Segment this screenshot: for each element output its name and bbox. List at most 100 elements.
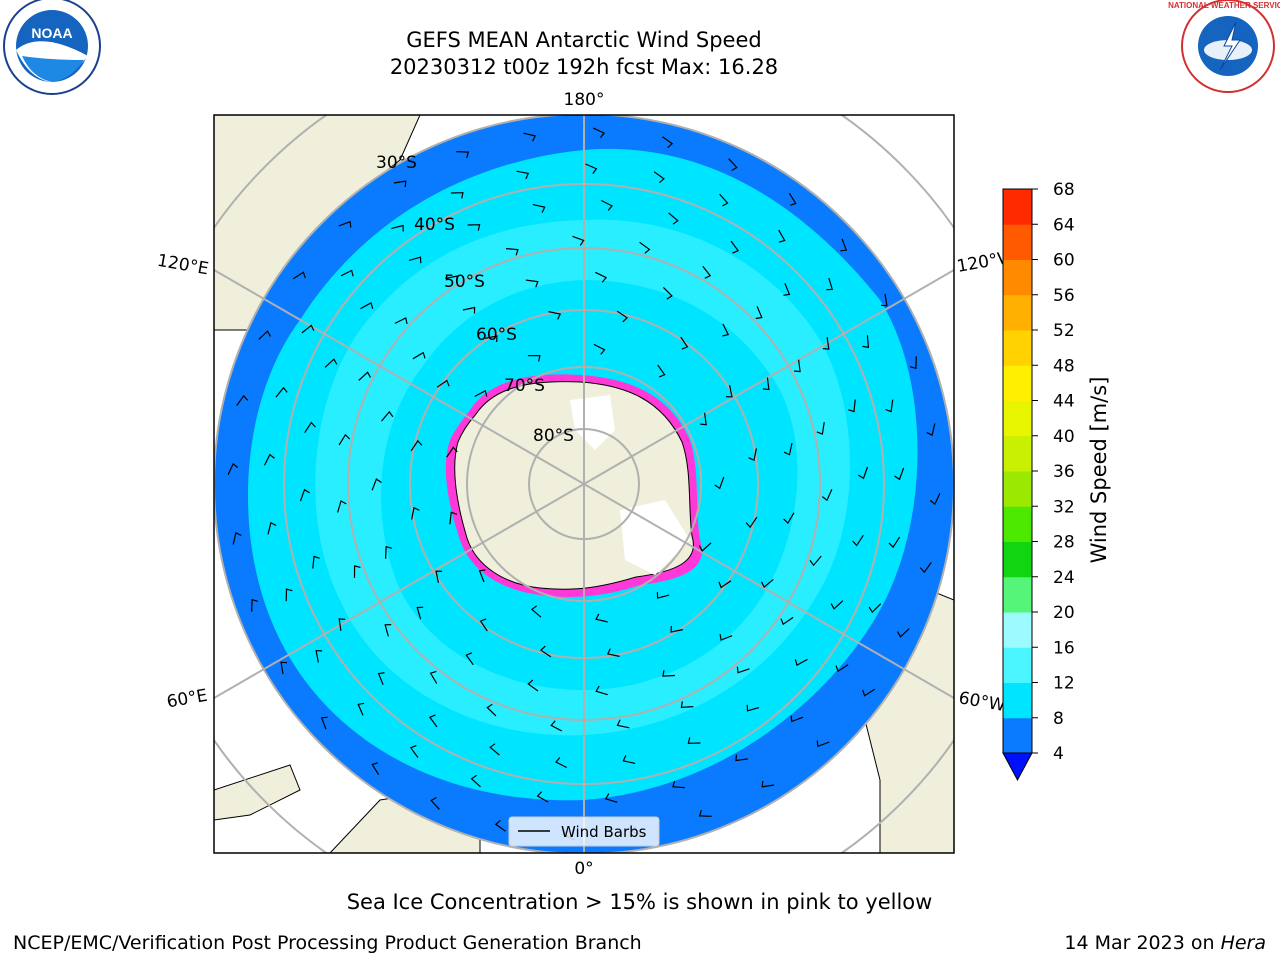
colorbar-tick-label: 36 [1053,462,1075,482]
wind-barb [714,476,725,490]
wind-barb [301,324,315,334]
wind-barb [926,423,936,437]
wind-barb [809,555,822,567]
wind-barb [572,235,585,246]
wind-barb [748,448,757,462]
wind-barb [430,796,440,810]
wind-barb [324,358,338,368]
wind-barb [470,774,481,788]
wind-barb [830,600,844,610]
wind-barb [662,670,675,677]
colorbar-segment [1003,682,1032,719]
footer-left: NCEP/EMC/Verification Post Processing Pr… [13,932,642,954]
wind-barb [826,277,834,291]
wind-barb [783,442,793,456]
wind-barb [592,127,606,139]
lat-label-50s: 50°S [444,272,485,292]
colorbar-segment [1003,541,1032,578]
wind-barb [822,337,830,350]
wind-barb [593,343,606,355]
wind-barb [548,311,562,320]
colorbar-under-arrow [1002,752,1033,782]
colorbar-tick-label: 56 [1053,286,1075,306]
wind-barb [848,399,856,413]
lat-label-40s: 40°S [414,215,455,235]
colorbar-tick-label: 24 [1053,568,1075,588]
lat-label-30s: 30°S [376,153,417,173]
wind-barb [267,521,277,535]
footer-host: Hera [1220,932,1266,954]
footer-right: 14 Mar 2023 on Hera [1064,932,1266,954]
wind-barb [816,740,830,748]
noaa-logo: NOAA [3,0,101,95]
wind-barb [275,386,288,398]
footer-date: 14 Mar 2023 on [1064,932,1221,954]
wind-barb [616,719,630,729]
wind-barb [280,661,288,675]
wind-barb [489,743,500,756]
wind-barb [435,570,443,583]
wind-barb [467,224,481,231]
wind-barb [894,467,905,481]
wind-barb [445,275,458,283]
wind-barb [478,569,486,583]
wind-barb [428,714,438,728]
colorbar-segment [1003,294,1032,331]
wind-barb [299,488,310,502]
weddell-ice-shelf [620,500,690,575]
colorbar-tick-label: 60 [1053,251,1075,271]
wind-barb [360,302,374,310]
wind-barb [536,791,549,803]
wind-barb [719,193,729,207]
colorbar-segment [1003,435,1032,472]
colorbar-tick-label: 28 [1053,533,1075,553]
wind-barb [479,618,488,632]
wind-barb [236,394,249,406]
wind-barb [409,744,419,758]
wind-barb [668,212,679,225]
wind-barb [516,170,530,180]
wind-barb [821,489,833,502]
wind-barb [462,306,476,314]
wind-barb [794,658,808,666]
colorbar-tick-label: 12 [1053,674,1075,694]
colorbar-segment [1003,506,1032,542]
colorbar-label: Wind Speed [m/s] [1087,377,1111,564]
colorbar-segment [1003,400,1032,437]
wind-barb [381,410,394,422]
wind-barb [527,679,539,692]
wind-barb [783,283,791,296]
wind-barb [320,716,328,730]
colorbar-tick-label: 4 [1053,744,1064,764]
wind-barb [606,648,620,657]
wind-barb [555,757,567,769]
wind-barb [227,462,239,476]
noaa-logo-text: NOAA [31,25,72,41]
wind-barb [474,389,488,398]
wind-barb [353,565,361,578]
wind-barb [315,650,323,663]
wind-barb [896,628,910,638]
wind-barb [760,578,774,589]
colorbar-tick-label: 40 [1053,427,1075,447]
wind-barb [755,306,763,320]
wind-barb [358,371,372,381]
wind-barb [371,762,380,776]
wind-barb [384,624,392,637]
map-frame [213,114,955,854]
wind-barb [340,269,354,277]
colorbar-tick-label: 32 [1053,497,1075,517]
wind-barb [604,793,618,803]
wind-barb [449,511,458,525]
wind-barb [735,754,748,762]
wind-barb [304,421,316,434]
chart-title: GEFS MEAN Antarctic Wind Speed [406,28,762,52]
wind-barb [486,703,497,717]
wind-barb [702,265,712,279]
colorbar-tick-label: 52 [1053,321,1075,341]
wind-barb [377,672,385,685]
wind-barb [456,151,470,159]
colorbar-tick-label: 44 [1053,392,1075,412]
